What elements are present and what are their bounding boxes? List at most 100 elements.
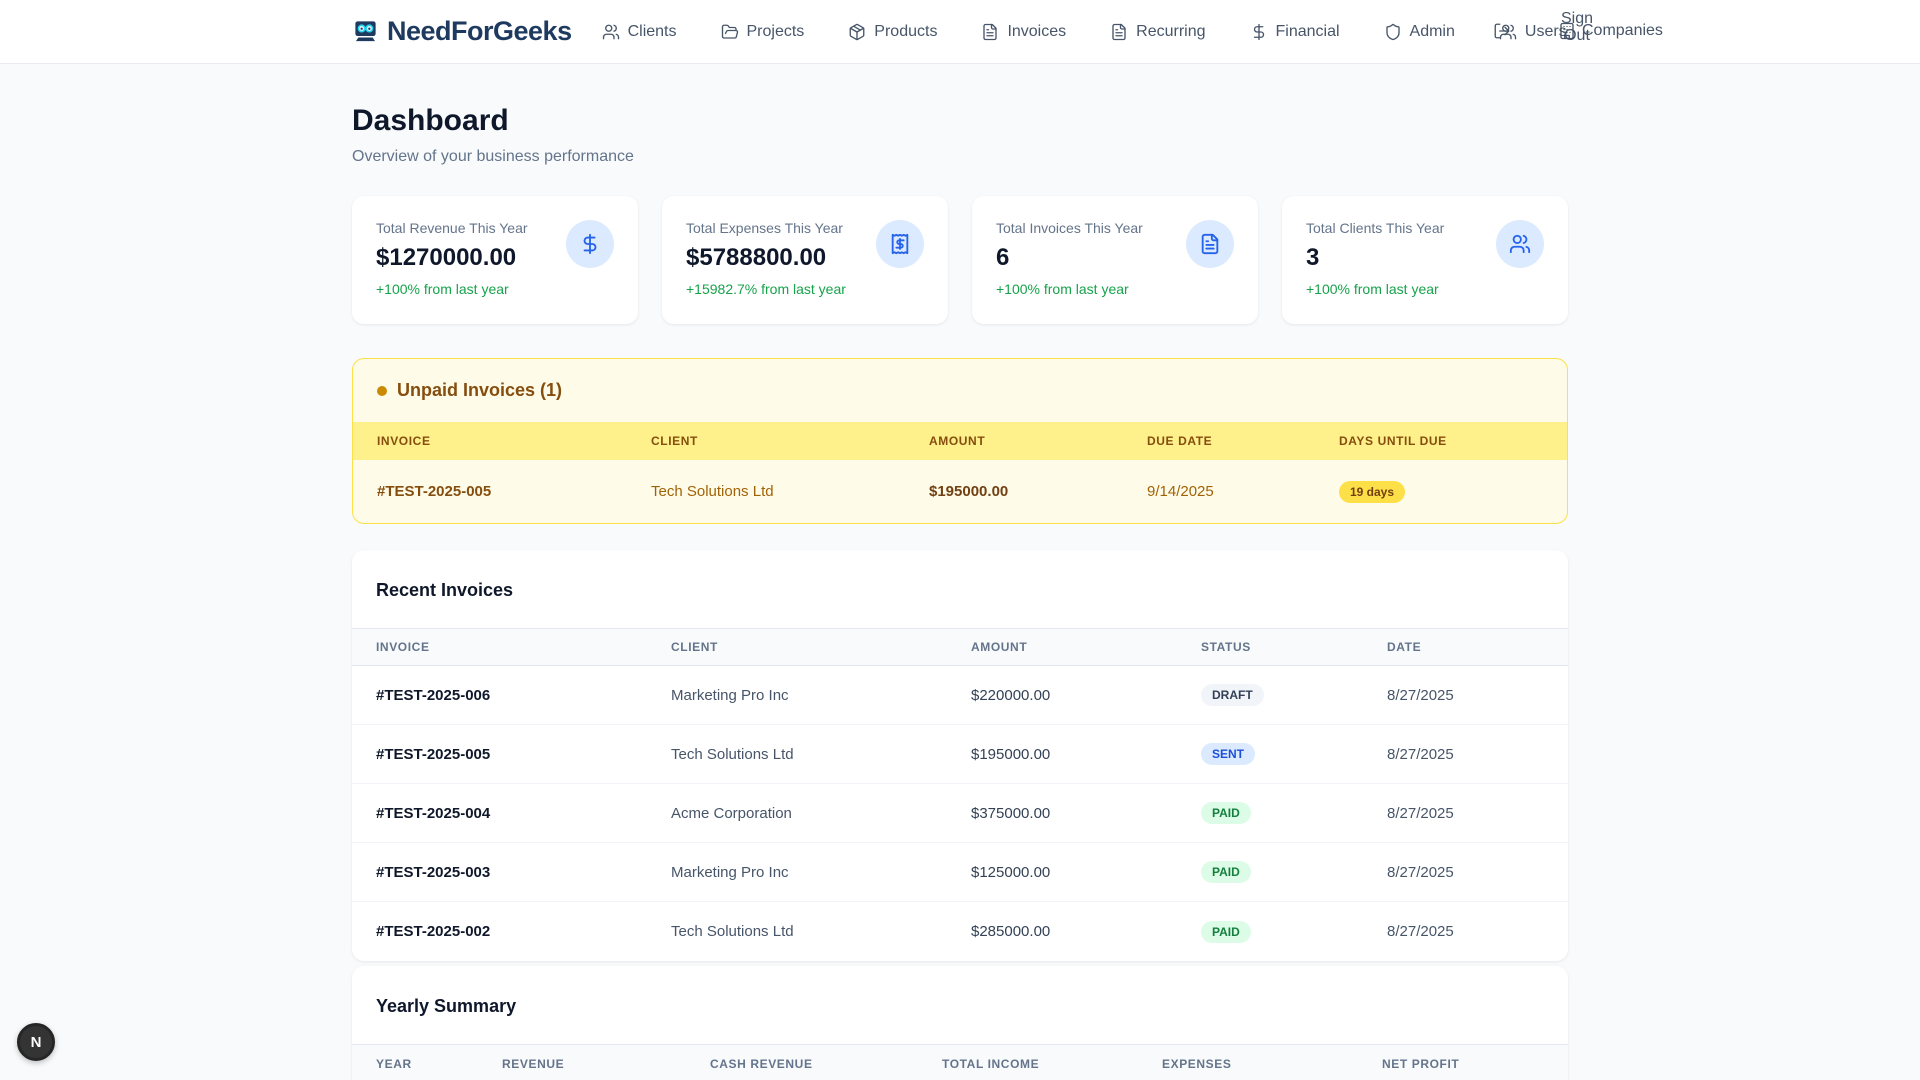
unpaid-invoices-panel: Unpaid Invoices (1) Invoice Client Amount D… bbox=[352, 358, 1568, 524]
nav-item-label: Financial bbox=[1275, 22, 1340, 40]
status-badge: DRAFT bbox=[1201, 684, 1264, 706]
status-cell: DRAFT bbox=[1201, 684, 1387, 706]
stat-value: $1270000.00 bbox=[376, 244, 517, 271]
stat-card: Total Invoices This Year 6 +100% from la… bbox=[972, 196, 1258, 324]
invoice-date: 8/27/2025 bbox=[1387, 686, 1454, 704]
nav-item-label: Companies bbox=[1582, 22, 1663, 39]
recent-table-body: #TEST-2025-006 Marketing Pro Inc $220000… bbox=[352, 666, 1568, 961]
nav-item-financial[interactable]: Financial bbox=[1250, 23, 1340, 41]
unpaid-col-client: Client bbox=[651, 434, 698, 448]
status-badge: PAID bbox=[1201, 802, 1251, 824]
client-name: Marketing Pro Inc bbox=[671, 686, 789, 704]
yearly-col-total-income: Total Income bbox=[942, 1057, 1040, 1071]
stat-change: +100% from last year bbox=[376, 281, 509, 297]
client-name: Acme Corporation bbox=[671, 804, 792, 822]
status-cell: PAID bbox=[1201, 920, 1387, 943]
status-cell: PAID bbox=[1201, 802, 1387, 824]
client-name: Tech Solutions Ltd bbox=[671, 745, 794, 763]
recent-invoice-row[interactable]: #TEST-2025-005 Tech Solutions Ltd $19500… bbox=[352, 725, 1568, 784]
folder-icon bbox=[721, 23, 739, 41]
invoice-number: #TEST-2025-006 bbox=[376, 686, 491, 704]
stat-card: Total Clients This Year 3 +100% from las… bbox=[1282, 196, 1568, 324]
recent-invoice-row[interactable]: #TEST-2025-002 Tech Solutions Ltd $28500… bbox=[352, 902, 1568, 961]
top-navbar: NeedForGeeks Clients Projects Products Invo… bbox=[0, 0, 1920, 64]
stat-label: Total Expenses This Year bbox=[686, 220, 843, 236]
dollar-icon bbox=[566, 220, 614, 268]
stats-grid: Total Revenue This Year $1270000.00 +100… bbox=[352, 196, 1568, 324]
unpaid-table-header: Invoice Client Amount Due Date Days Until Du… bbox=[353, 422, 1567, 460]
stat-card-text: Total Revenue This Year $1270000.00 +100… bbox=[376, 220, 528, 300]
unpaid-invoice-row[interactable]: #TEST-2025-005 Tech Solutions Ltd $19500… bbox=[353, 460, 1567, 523]
invoice-date: 8/27/2025 bbox=[1387, 745, 1454, 763]
unpaid-col-amount: Amount bbox=[929, 434, 986, 448]
recent-invoices-header: Recent Invoices bbox=[352, 550, 1568, 628]
yearly-summary-card: Yearly Summary Year Revenue Cash Revenue To… bbox=[352, 966, 1568, 1080]
nav-item-invoices[interactable]: Invoices bbox=[981, 23, 1066, 41]
recent-invoice-row[interactable]: #TEST-2025-003 Marketing Pro Inc $125000… bbox=[352, 843, 1568, 902]
invoice-date: 8/27/2025 bbox=[1387, 863, 1454, 881]
recent-col-status: Status bbox=[1201, 640, 1251, 654]
recent-col-amount: Amount bbox=[971, 640, 1028, 654]
unpaid-col-days-until-due: Days Until Due bbox=[1339, 434, 1447, 448]
nav-item-admin[interactable]: Admin bbox=[1384, 23, 1455, 41]
invoice-amount: $195000.00 bbox=[929, 483, 1009, 500]
dollar-icon bbox=[1250, 23, 1268, 41]
brand-name: NeedForGeeks bbox=[387, 16, 572, 46]
stat-label: Total Revenue This Year bbox=[376, 220, 528, 236]
warning-dot-icon bbox=[377, 385, 387, 396]
invoice-number: #TEST-2025-005 bbox=[376, 745, 491, 763]
brand-logo[interactable]: NeedForGeeks bbox=[352, 16, 572, 47]
invoice-number: #TEST-2025-003 bbox=[376, 863, 491, 881]
receipt-icon bbox=[876, 220, 924, 268]
invoice-number: #TEST-2025-002 bbox=[376, 923, 491, 940]
nav-item-projects[interactable]: Projects bbox=[721, 23, 804, 41]
unpaid-col-due-date: Due Date bbox=[1147, 434, 1213, 448]
yearly-col-cash-revenue: Cash Revenue bbox=[710, 1057, 813, 1071]
invoice-date: 8/27/2025 bbox=[1387, 804, 1454, 822]
nav-item-label: Invoices bbox=[1007, 22, 1067, 40]
stat-card: Total Revenue This Year $1270000.00 +100… bbox=[352, 196, 638, 324]
invoice-amount: $220000.00 bbox=[971, 686, 1051, 704]
yearly-col-year: Year bbox=[376, 1057, 412, 1071]
stat-label: Total Clients This Year bbox=[1306, 220, 1445, 236]
file-text-icon bbox=[1110, 23, 1128, 41]
stat-change: +15982.7% from last year bbox=[686, 281, 846, 297]
users-icon bbox=[602, 23, 620, 41]
status-badge: SENT bbox=[1201, 743, 1256, 765]
nav-item-products[interactable]: Products bbox=[848, 23, 937, 41]
nav-item-label: Admin bbox=[1409, 22, 1455, 40]
unpaid-invoices-header: Unpaid Invoices (1) bbox=[353, 359, 1567, 422]
nav-item-users[interactable]: Users bbox=[1499, 23, 1567, 41]
stat-card-text: Total Clients This Year 3 +100% from las… bbox=[1306, 220, 1444, 300]
nav-item-clients[interactable]: Clients bbox=[602, 23, 677, 41]
nav-item-label: Products bbox=[874, 22, 938, 40]
days-until-due-cell: 19 days bbox=[1339, 480, 1543, 503]
nextjs-dev-badge[interactable]: N bbox=[17, 1023, 55, 1061]
sign-out-icon[interactable] bbox=[1493, 22, 1511, 45]
unpaid-table-body: #TEST-2025-005 Tech Solutions Ltd $19500… bbox=[353, 460, 1567, 523]
status-cell: PAID bbox=[1201, 861, 1387, 883]
stat-value: 6 bbox=[996, 244, 1010, 271]
unpaid-col-invoice: Invoice bbox=[377, 434, 431, 448]
nav-item-label: Clients bbox=[627, 22, 677, 40]
stat-value: 3 bbox=[1306, 244, 1320, 271]
needforgeeks-logo-icon bbox=[352, 18, 379, 45]
yearly-summary-title: Yearly Summary bbox=[376, 996, 517, 1016]
file-text-icon bbox=[1186, 220, 1234, 268]
building-icon bbox=[1558, 22, 1576, 40]
dashboard-main: Dashboard Overview of your business perf… bbox=[352, 64, 1568, 1080]
recent-invoice-row[interactable]: #TEST-2025-006 Marketing Pro Inc $220000… bbox=[352, 666, 1568, 725]
recent-col-invoice: Invoice bbox=[376, 640, 430, 654]
recent-invoice-row[interactable]: #TEST-2025-004 Acme Corporation $375000.… bbox=[352, 784, 1568, 843]
invoice-amount: $125000.00 bbox=[971, 863, 1051, 881]
yearly-col-revenue: Revenue bbox=[502, 1057, 565, 1071]
unpaid-invoices-title: Unpaid Invoices (1) bbox=[397, 380, 563, 400]
days-until-due-badge: 19 days bbox=[1339, 480, 1406, 503]
stat-card-text: Total Expenses This Year $5788800.00 +15… bbox=[686, 220, 846, 300]
nav-item-recurring[interactable]: Recurring bbox=[1110, 23, 1206, 41]
due-date: 9/14/2025 bbox=[1147, 483, 1214, 500]
sign-out-button[interactable]: Sign Out bbox=[1560, 10, 1594, 44]
nav-item-companies[interactable]: Companies bbox=[1558, 22, 1663, 40]
yearly-summary-header: Yearly Summary bbox=[352, 966, 1568, 1044]
file-text-icon bbox=[981, 23, 999, 41]
